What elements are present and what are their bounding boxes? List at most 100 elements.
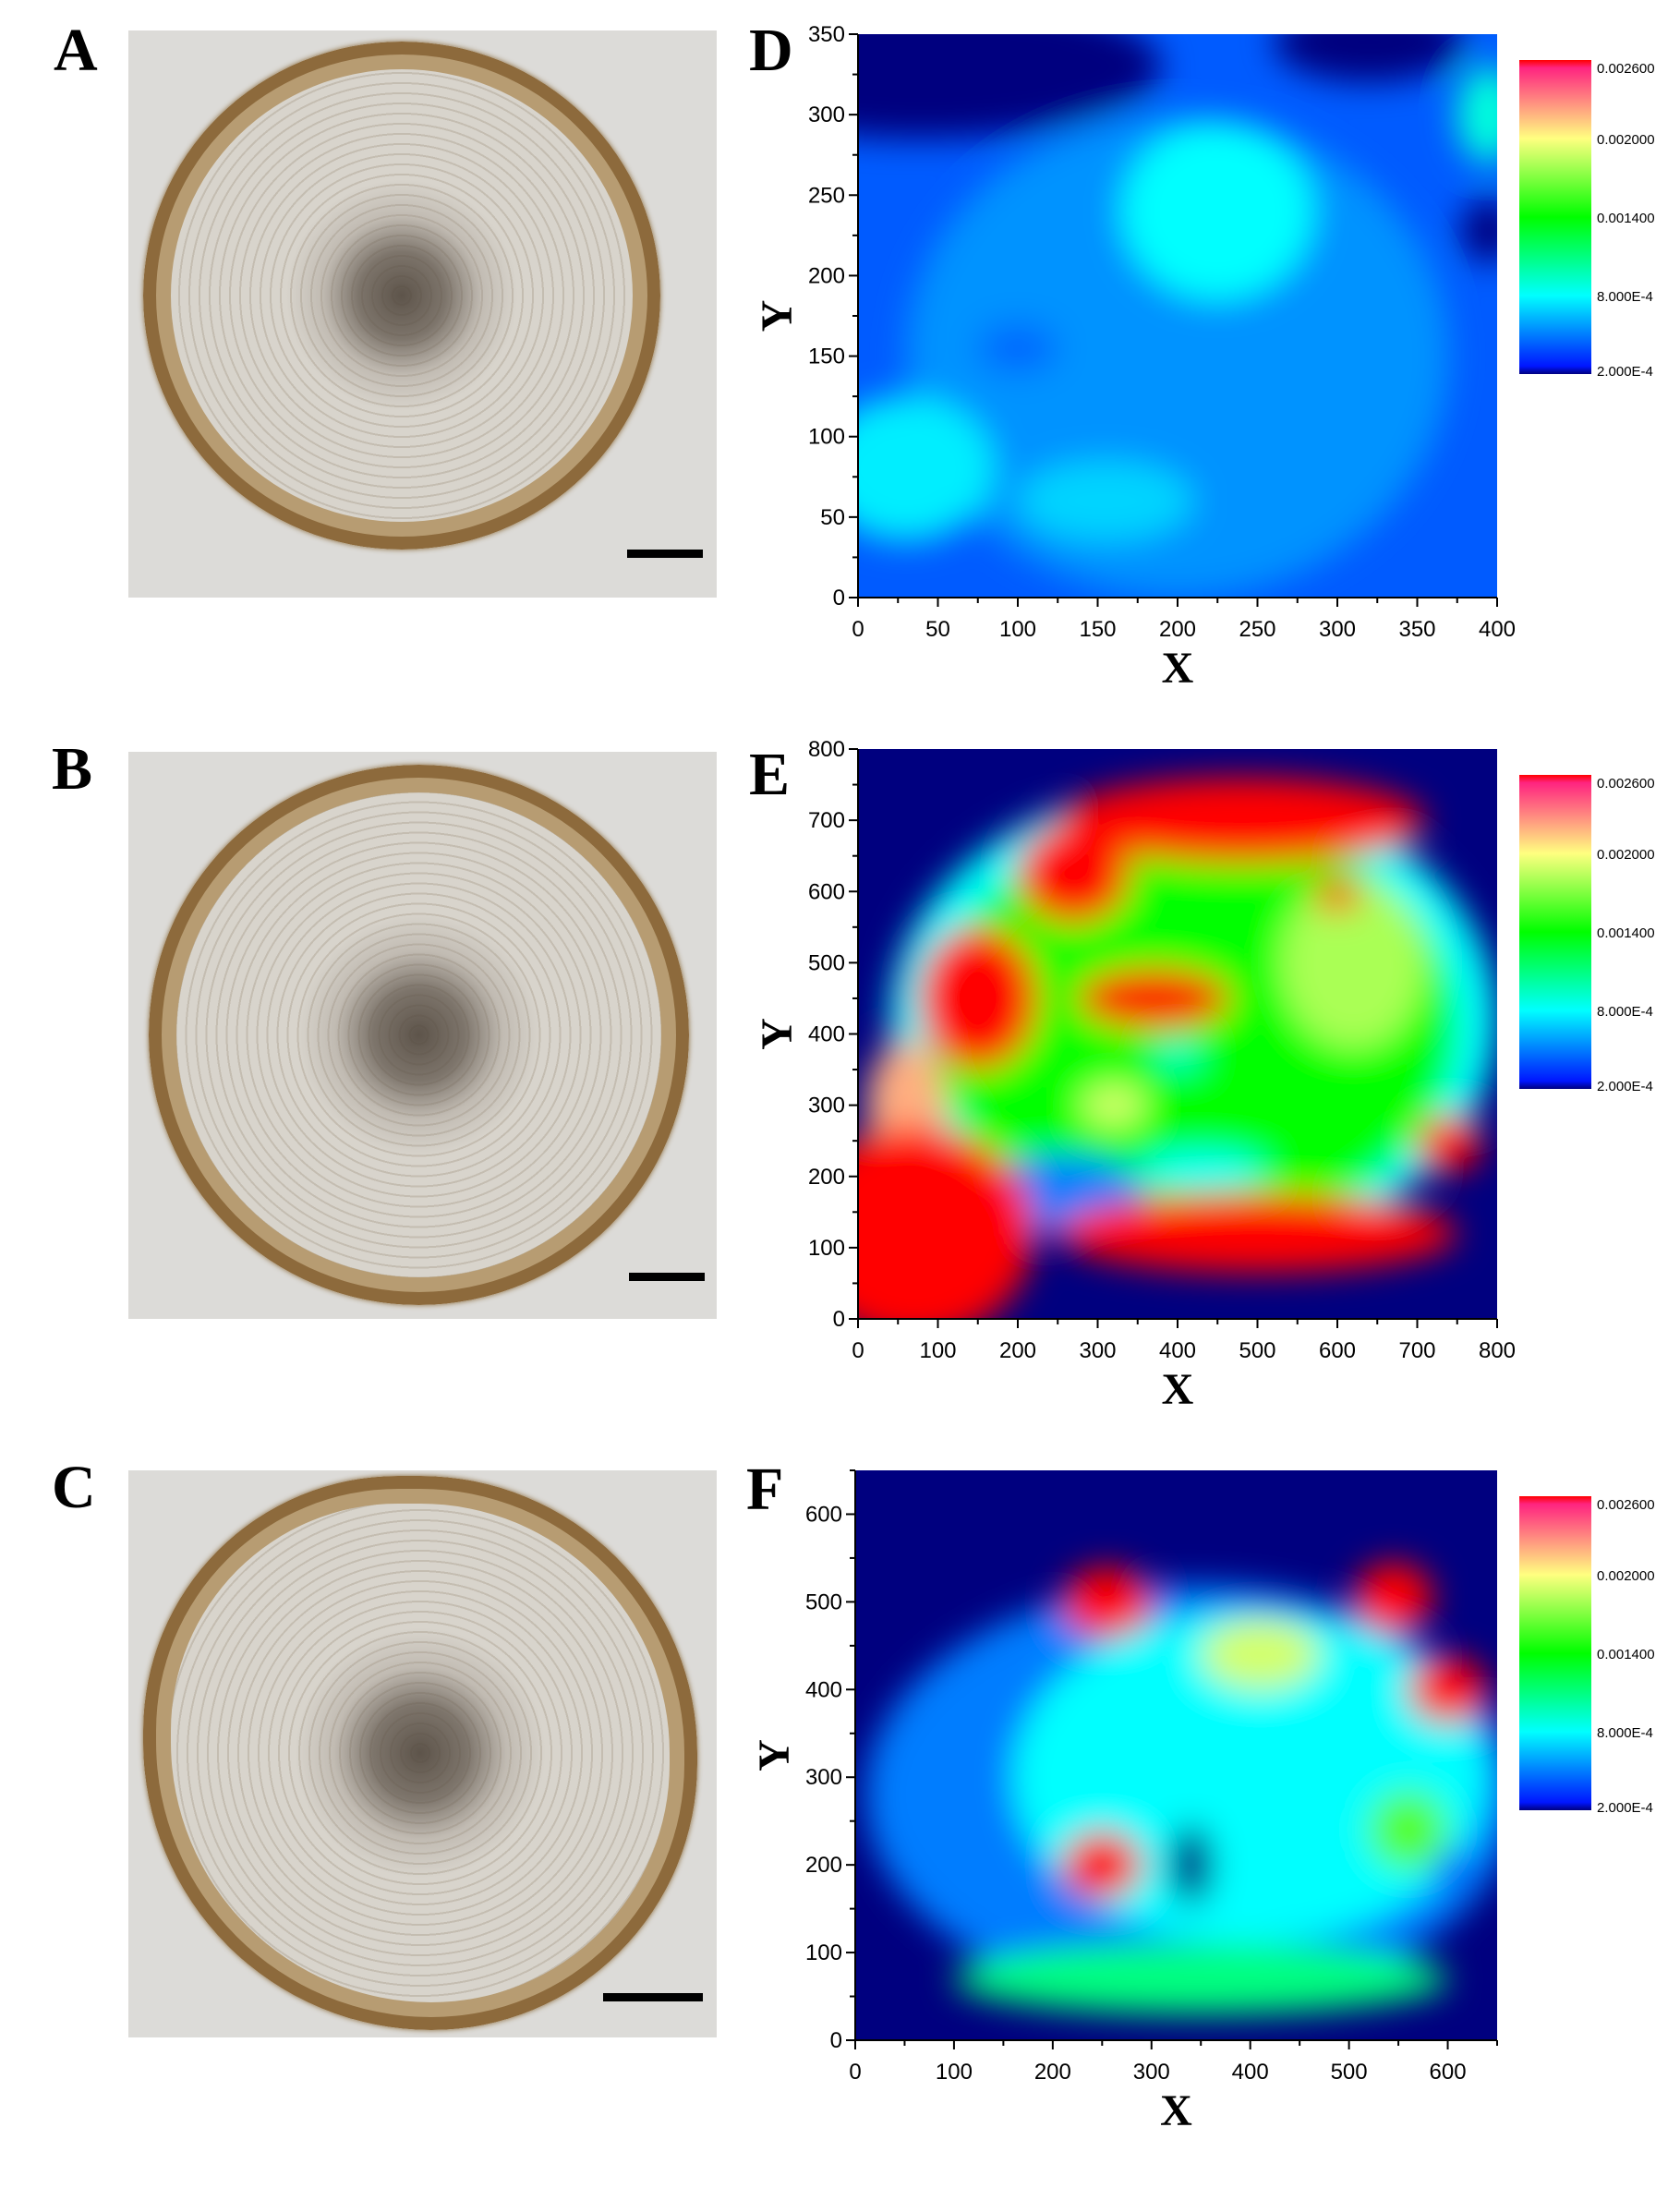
heatmap-e: 0 100 200 300 400 500 600 700 800 0 100 200 300 400 50… [753, 737, 1655, 1414]
stem-cross-section [143, 42, 660, 550]
heatmap-region [1137, 1151, 1266, 1188]
heatmap-region [1408, 1656, 1488, 1723]
y-tick-label: 400 [808, 1022, 845, 1047]
y-tick-label: 600 [805, 1502, 842, 1527]
y-tick-label: 0 [830, 2028, 842, 2053]
y-tick-label: 100 [808, 425, 845, 450]
colorbar-tick-label: 0.001400 [1597, 925, 1655, 941]
heatmap-region [1313, 879, 1361, 912]
x-tick-label: 50 [925, 617, 950, 642]
heatmap-region [917, 926, 1038, 1070]
y-tick-label: 300 [808, 1094, 845, 1118]
heatmap-f: 0 100 200 300 400 500 600 0 100 200 300 400 500 600 X Y… [750, 1469, 1655, 2135]
panel-label-b: B [52, 735, 93, 803]
x-tick-label: 0 [852, 617, 864, 642]
colorbar-tick-label: 0.002000 [1597, 847, 1655, 863]
y-tick-label: 250 [808, 183, 845, 208]
x-tick-label: 100 [999, 617, 1036, 642]
heatmap-region [1058, 1194, 1457, 1273]
heatmap-region [1077, 968, 1230, 1029]
colorbar-tick-label: 0.002600 [1597, 776, 1655, 792]
heatmap-region [1058, 777, 1426, 864]
heatmap-region [858, 396, 995, 541]
heatmap-field [858, 749, 1497, 1319]
heatmap-region [1353, 1562, 1433, 1633]
colorbar-tick-label: 2.000E-4 [1597, 1079, 1653, 1094]
x-tick-label: 200 [1159, 617, 1196, 642]
scale-bar [603, 1993, 703, 2001]
x-tick-label: 600 [1319, 1338, 1356, 1363]
heatmap-region [1018, 460, 1194, 541]
colorbar-tick-label: 0.002600 [1597, 1497, 1655, 1513]
heatmap-region [1154, 1041, 1202, 1070]
panel-label-e: E [749, 741, 791, 808]
x-tick-label: 200 [1034, 2060, 1071, 2085]
stem-cross-section [143, 1476, 697, 2030]
x-axis-label: X [1162, 644, 1194, 693]
heatmap-region [858, 34, 1162, 139]
heatmap-field [855, 1470, 1497, 2040]
colorbar-tick-label: 0.002000 [1597, 1568, 1655, 1584]
heatmap-region [953, 1943, 1448, 2014]
x-axis-label: X [1160, 2086, 1192, 2135]
x-tick-label: 100 [919, 1338, 956, 1363]
y-tick-label: 200 [808, 1165, 845, 1190]
heatmap-region [1432, 1851, 1463, 1879]
scale-bar [629, 1273, 705, 1281]
x-tick-label: 400 [1479, 617, 1516, 642]
y-tick-label: 50 [820, 505, 845, 530]
y-tick-label: 200 [808, 263, 845, 288]
panel-label-a: A [54, 17, 98, 84]
x-axis-label: X [1162, 1365, 1194, 1414]
colorbar [1519, 60, 1591, 374]
panel-label-d: D [749, 17, 793, 84]
colorbar-tick-label: 8.000E-4 [1597, 289, 1653, 305]
heatmap-region [1201, 1619, 1320, 1690]
heatmap-region [1082, 1083, 1146, 1127]
heatmap-region [1369, 1790, 1448, 1869]
y-tick-label: 500 [805, 1590, 842, 1614]
y-tick-label: 400 [805, 1677, 842, 1702]
heatmap-features [858, 777, 1497, 1319]
heatmap-region [1460, 198, 1497, 263]
y-tick-label: 100 [808, 1236, 845, 1261]
colorbar [1519, 1496, 1591, 1810]
micrograph-b [128, 752, 717, 1319]
y-tick-label: 150 [808, 345, 845, 369]
x-tick-label: 350 [1398, 617, 1435, 642]
x-tick-label: 800 [1479, 1338, 1516, 1363]
stem-cross-section [149, 765, 689, 1305]
colorbar-tick-label: 0.002600 [1597, 61, 1655, 77]
heatmap-region [1121, 122, 1314, 300]
y-tick-label: 500 [808, 950, 845, 975]
x-tick-label: 250 [1239, 617, 1275, 642]
x-tick-label: 600 [1430, 2060, 1467, 2085]
colorbar-tick-label: 0.001400 [1597, 211, 1655, 226]
x-tick-label: 500 [1331, 2060, 1368, 2085]
y-tick-label: 700 [808, 808, 845, 833]
x-tick-label: 400 [1232, 2060, 1269, 2085]
heatmap-region [977, 323, 1058, 372]
x-tick-label: 400 [1159, 1338, 1196, 1363]
x-tick-label: 300 [1133, 2060, 1170, 2085]
x-tick-label: 100 [936, 2060, 973, 2085]
heatmap-region [1062, 1831, 1142, 1899]
colorbar-tick-label: 8.000E-4 [1597, 1725, 1653, 1741]
colorbar-tick-label: 2.000E-4 [1597, 364, 1653, 380]
x-tick-label: 500 [1239, 1338, 1275, 1363]
micrograph-a [128, 30, 717, 598]
heatmap-region [1456, 66, 1497, 163]
heatmap-region [1281, 876, 1426, 1048]
panel-label-c: C [52, 1454, 96, 1521]
x-tick-label: 300 [1079, 1338, 1116, 1363]
y-tick-label: 0 [833, 586, 845, 610]
x-tick-label: 200 [999, 1338, 1036, 1363]
heatmap-region [1062, 1566, 1152, 1638]
heatmap-d: 0 50 100 150 200 250 300 350 400 0 50 100 150 200 250 3… [753, 22, 1655, 693]
scale-bar [627, 550, 703, 558]
y-tick-label: 300 [808, 103, 845, 127]
y-tick-label: 300 [805, 1765, 842, 1790]
y-tick-label: 800 [808, 737, 845, 762]
colorbar-tick-label: 2.000E-4 [1597, 1800, 1653, 1816]
x-tick-label: 700 [1398, 1338, 1435, 1363]
